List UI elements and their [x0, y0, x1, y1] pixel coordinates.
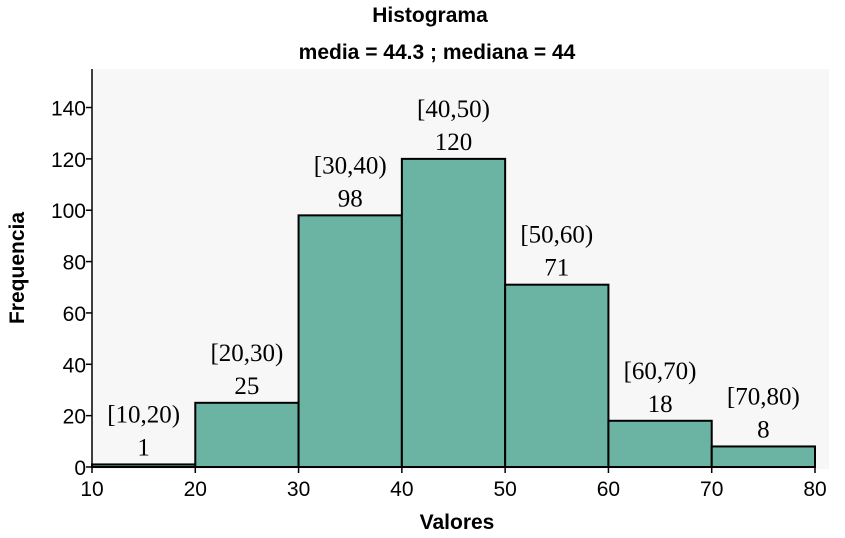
- y-tick-label: 140: [51, 98, 86, 121]
- histogram-bar: [504, 283, 610, 468]
- y-tick-label: 100: [51, 200, 86, 223]
- histogram-bar: [194, 401, 300, 469]
- chart-title: Histograma: [372, 4, 488, 27]
- bar-value-label: 18: [648, 391, 673, 418]
- bar-labels-group: [10,20) 1 [20,30) 25 [30,40) 98 [40,50) 120 [50,…: [107, 96, 800, 462]
- x-tick-label: 70: [700, 478, 723, 501]
- histogram-bar: [607, 419, 713, 468]
- histogram-bar: [297, 214, 403, 468]
- histogram-bar: [710, 445, 817, 469]
- y-tick-label: 40: [63, 354, 86, 377]
- x-tick-label: 40: [390, 478, 413, 501]
- bar-range-label: [60,70): [624, 358, 697, 385]
- bar-range-label: [50,60): [520, 222, 593, 249]
- y-axis: 0 20 40 60 80 100 120 140: [51, 69, 93, 480]
- bar-value-label: 71: [544, 255, 569, 282]
- bar-value-label: 120: [435, 129, 473, 156]
- bar-range-label: [30,40): [314, 152, 387, 179]
- bars-group: [91, 157, 817, 469]
- y-tick-label: 0: [74, 457, 86, 480]
- y-tick-label: 60: [63, 303, 86, 326]
- bar-value-label: 8: [757, 416, 770, 443]
- x-axis: 10 20 30 40 50 60 70 80: [80, 466, 827, 501]
- x-tick-label: 80: [803, 478, 826, 501]
- x-tick-label: 20: [184, 478, 207, 501]
- bar-range-label: [10,20): [107, 401, 180, 428]
- y-tick-label: 120: [51, 149, 86, 172]
- bar-value-label: 1: [137, 434, 150, 461]
- x-tick-label: 10: [80, 478, 103, 501]
- chart-subtitle: media = 44.3 ; mediana = 44: [299, 41, 576, 64]
- bar-range-label: [20,30): [210, 340, 283, 367]
- y-axis-title: Frequencia: [6, 212, 29, 324]
- x-axis-title: Valores: [420, 511, 495, 534]
- x-tick-label: 60: [597, 478, 620, 501]
- y-tick-label: 80: [63, 252, 86, 275]
- x-tick-label: 50: [493, 478, 516, 501]
- bar-value-label: 98: [338, 185, 363, 212]
- bar-range-label: [40,50): [417, 96, 490, 123]
- y-tick-label: 20: [63, 406, 86, 429]
- histogram-bar: [400, 157, 507, 468]
- bar-value-label: 25: [234, 373, 259, 400]
- bar-range-label: [70,80): [727, 383, 800, 410]
- x-tick-label: 30: [287, 478, 310, 501]
